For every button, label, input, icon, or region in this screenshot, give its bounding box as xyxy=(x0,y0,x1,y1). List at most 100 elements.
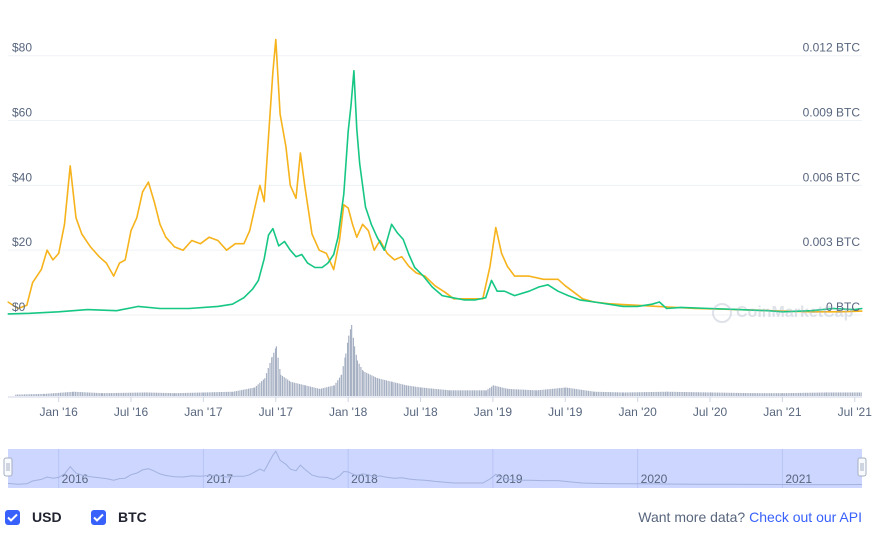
volume-bar xyxy=(186,392,188,396)
data-point-btc xyxy=(272,227,274,230)
volume-bar xyxy=(306,385,308,396)
volume-bar xyxy=(126,392,128,396)
volume-bar xyxy=(533,390,535,396)
volume-bar xyxy=(732,392,734,396)
series-line-usd xyxy=(7,38,863,313)
volume-bar xyxy=(403,384,405,396)
api-link[interactable]: Check out our API xyxy=(749,509,862,525)
data-point-btc xyxy=(738,308,740,311)
volume-bar xyxy=(755,393,757,396)
volume-bar xyxy=(620,392,622,396)
data-point-usd xyxy=(249,230,251,232)
data-point-usd xyxy=(7,301,9,303)
data-point-btc xyxy=(7,313,9,315)
data-point-btc xyxy=(709,307,711,310)
data-point-btc xyxy=(408,253,410,256)
volume-bar xyxy=(219,392,221,396)
volume-bar xyxy=(692,392,694,396)
volume-bar xyxy=(557,388,559,396)
volume-bar xyxy=(124,392,126,396)
data-point-usd xyxy=(118,262,121,264)
volume-bar xyxy=(597,391,599,396)
volume-bar xyxy=(548,389,550,396)
volume-bar xyxy=(507,388,509,396)
volume-bar xyxy=(335,382,337,396)
data-point-usd xyxy=(191,239,193,242)
volume-bar xyxy=(432,388,434,396)
volume-bar xyxy=(45,393,48,396)
legend-label-usd: USD xyxy=(32,509,62,525)
volume-bar xyxy=(668,391,670,396)
data-point-btc xyxy=(327,262,329,264)
volume-bar xyxy=(704,392,707,396)
volume-bar xyxy=(51,393,53,396)
volume-bar xyxy=(277,357,279,396)
data-point-usd xyxy=(159,223,161,225)
volume-bar xyxy=(763,393,766,396)
legend-item-usd[interactable]: USD xyxy=(5,503,62,531)
data-point-usd xyxy=(17,307,19,310)
volume-bar xyxy=(675,391,677,396)
price-chart[interactable]: $0 $20 $40 $60 $80 0 BTC 0.003 BTC 0.006 BTC 0.… xyxy=(0,0,876,500)
volume-bar xyxy=(398,383,400,396)
volume-bar xyxy=(831,392,833,396)
usd-checkbox[interactable] xyxy=(5,509,20,525)
volume-bar xyxy=(162,392,165,396)
volume-bar xyxy=(166,392,168,396)
data-point-usd xyxy=(386,252,388,255)
volume-bar xyxy=(564,387,566,396)
volume-bar xyxy=(411,386,413,396)
volume-bar xyxy=(860,392,862,396)
data-point-btc xyxy=(267,234,270,236)
range-navigator[interactable]: 2016 2017 2018 2019 2020 2021 xyxy=(3,449,867,488)
volume-bar xyxy=(848,392,850,396)
data-point-usd xyxy=(311,233,313,235)
data-point-btc xyxy=(333,253,335,256)
legend-label-btc: BTC xyxy=(118,509,147,525)
volume-bar xyxy=(25,394,27,396)
data-point-usd xyxy=(356,236,358,238)
volume-bar xyxy=(461,390,463,396)
volume-bar xyxy=(616,392,619,396)
volume-bar xyxy=(839,392,841,396)
volume-bar xyxy=(273,352,275,396)
data-point-usd xyxy=(130,230,132,232)
data-point-btc xyxy=(343,193,345,195)
volume-bar xyxy=(59,392,62,396)
volume-bar xyxy=(463,390,465,396)
volume-bar xyxy=(115,392,118,396)
volume-bar xyxy=(326,387,328,396)
data-point-btc xyxy=(314,266,316,269)
y-axis-right: 0 BTC 0.003 BTC 0.006 BTC 0.009 BTC 0.012 BT… xyxy=(803,41,861,314)
volume-bar xyxy=(418,387,420,396)
volume-bar xyxy=(264,378,266,396)
legend-item-btc[interactable]: BTC xyxy=(91,503,147,531)
volume-bar xyxy=(401,384,404,396)
navigator-handle[interactable] xyxy=(857,457,867,477)
volume-bar xyxy=(395,382,397,396)
volume-bar xyxy=(174,393,176,396)
volume-bar xyxy=(61,392,63,396)
volume-bar xyxy=(384,379,386,396)
volume-bar xyxy=(652,391,654,396)
volume-bar xyxy=(427,388,429,396)
btc-checkbox[interactable] xyxy=(91,509,106,525)
volume-bar xyxy=(291,382,294,396)
volume-bar xyxy=(593,391,595,396)
volume-bar xyxy=(539,389,541,396)
volume-bar xyxy=(699,392,701,396)
volume-bar xyxy=(242,389,244,396)
volume-bar xyxy=(320,388,323,396)
volume-bar xyxy=(473,390,475,396)
volume-bar xyxy=(90,392,92,396)
volume-bar xyxy=(741,392,743,396)
volume-bar xyxy=(287,379,289,396)
volume-bar xyxy=(41,393,43,396)
data-point-btc xyxy=(474,299,477,301)
x-tick-label: Jul '18 xyxy=(403,405,438,419)
navigator-year-label: 2021 xyxy=(785,472,812,486)
data-point-btc xyxy=(567,294,569,297)
data-point-usd xyxy=(267,136,270,138)
volume-bar xyxy=(832,392,834,396)
navigator-handle[interactable] xyxy=(3,457,13,477)
